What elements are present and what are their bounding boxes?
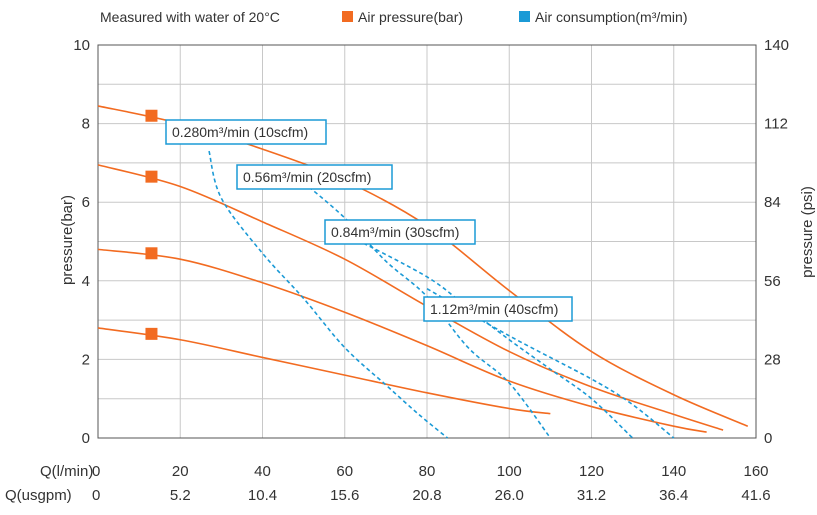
x-tick-label: 160 — [743, 463, 768, 480]
x-axis-label-lmin: Q(l/min) — [40, 463, 93, 480]
annotation-label: 0.280m³/min (10scfm) — [172, 124, 308, 140]
annotation-frame — [165, 119, 327, 145]
x-tick-label-usgpm: 5.2 — [170, 487, 191, 504]
consumption-curve-6 — [344, 232, 634, 439]
y-tick-label-right: 84 — [764, 194, 781, 211]
y-tick-label-right: 140 — [764, 37, 789, 54]
x-tick-label-usgpm: 41.6 — [741, 487, 770, 504]
y-tick-label-right: 28 — [764, 351, 781, 368]
annotation-frame — [423, 296, 573, 322]
pressure-marker-3 — [145, 327, 158, 340]
annotation-frame — [236, 164, 393, 190]
x-tick-label-usgpm: 0 — [92, 487, 100, 504]
series-layer — [97, 105, 749, 439]
x-tick-label: 140 — [661, 463, 686, 480]
y-tick-label-left: 6 — [82, 194, 90, 211]
y-tick-label-right: 56 — [764, 273, 781, 290]
annotation-box-1: 0.56m³/min (20scfm) — [236, 164, 393, 190]
y-tick-label-right: 112 — [764, 116, 788, 133]
consumption-curve-4 — [208, 150, 449, 439]
x-tick-label: 80 — [419, 463, 436, 480]
y-tick-label-left: 4 — [82, 273, 90, 290]
y-tick-label-left: 10 — [73, 37, 90, 54]
pressure-marker-1 — [145, 170, 158, 183]
legend-swatch-consumption — [519, 11, 530, 22]
x-tick-label: 0 — [92, 463, 100, 480]
pressure-curve-3 — [97, 327, 551, 415]
pressure-marker-0 — [145, 109, 158, 122]
y-tick-label-left: 2 — [82, 351, 90, 368]
x-tick-label: 40 — [254, 463, 271, 480]
annotation-frame — [324, 219, 476, 245]
x-tick-label-usgpm: 31.2 — [577, 487, 606, 504]
pressure-marker-2 — [145, 247, 158, 260]
y-tick-label-right: 0 — [764, 430, 772, 447]
y-axis-left-label: pressure(bar) — [59, 195, 76, 285]
plot-frame — [97, 44, 757, 439]
annotations-layer: 0.280m³/min (10scfm) 0.56m³/min (20scfm) 0… — [165, 119, 573, 322]
header-note: Measured with water of 20°C — [100, 9, 280, 25]
x-tick-label-usgpm: 15.6 — [330, 487, 359, 504]
x-tick-label: 100 — [497, 463, 522, 480]
annotation-box-0: 0.280m³/min (10scfm) — [165, 119, 327, 145]
x-tick-label-usgpm: 26.0 — [495, 487, 524, 504]
legend-swatch-pressure — [342, 11, 353, 22]
pressure-markers — [145, 109, 158, 340]
y-axis-right-label: pressure (psi) — [799, 186, 816, 278]
x-tick-label-usgpm: 36.4 — [659, 487, 688, 504]
y-tick-label-left: 8 — [82, 116, 90, 133]
annotation-box-3: 1.12m³/min (40scfm) — [423, 296, 573, 322]
annotation-label: 1.12m³/min (40scfm) — [430, 301, 558, 317]
x-tick-label: 20 — [172, 463, 189, 480]
pressure-curve-0 — [97, 105, 749, 427]
x-axis-label-usgpm: Q(usgpm) — [5, 487, 72, 504]
x-tick-label-usgpm: 20.8 — [412, 487, 441, 504]
x-tick-label: 60 — [336, 463, 353, 480]
x-tick-label-usgpm: 10.4 — [248, 487, 277, 504]
legend-label-pressure: Air pressure(bar) — [358, 9, 463, 25]
annotation-label: 0.56m³/min (20scfm) — [243, 169, 371, 185]
legend-label-consumption: Air consumption(m³/min) — [535, 9, 687, 25]
annotation-box-2: 0.84m³/min (30scfm) — [324, 219, 476, 245]
pressure-curve-2 — [97, 248, 707, 433]
annotation-label: 0.84m³/min (30scfm) — [331, 224, 459, 240]
pressure-curve-1 — [97, 164, 724, 431]
tick-labels: 00205.24010.46015.68020.810026.012031.21… — [73, 37, 789, 504]
x-tick-label: 120 — [579, 463, 604, 480]
y-tick-label-left: 0 — [82, 430, 90, 447]
